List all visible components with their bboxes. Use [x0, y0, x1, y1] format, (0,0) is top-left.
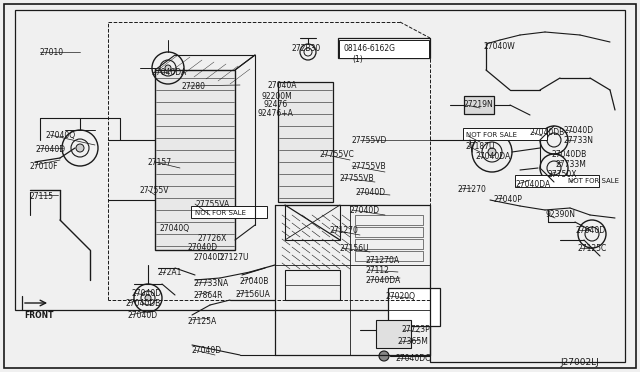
- Text: 27040DB: 27040DB: [530, 128, 565, 137]
- Text: 27040DC: 27040DC: [395, 354, 430, 363]
- Text: 27020Q: 27020Q: [386, 292, 416, 301]
- Text: 27040D: 27040D: [356, 188, 386, 197]
- Circle shape: [165, 65, 171, 71]
- Text: 27040DB: 27040DB: [552, 150, 588, 159]
- Text: 27733NA: 27733NA: [194, 279, 229, 288]
- Text: 27040B: 27040B: [240, 277, 269, 286]
- Text: 27040D: 27040D: [128, 311, 158, 320]
- Text: 27723P: 27723P: [402, 325, 431, 334]
- Bar: [515, 175, 599, 187]
- Text: 27125A: 27125A: [188, 317, 217, 326]
- Text: 27755VA: 27755VA: [195, 200, 229, 209]
- Text: NOT FOR SALE: NOT FOR SALE: [466, 132, 517, 138]
- Text: 272A1: 272A1: [158, 268, 182, 277]
- Text: 27726X: 27726X: [198, 234, 227, 243]
- Circle shape: [379, 351, 389, 361]
- Text: 27040A: 27040A: [268, 81, 298, 90]
- Bar: [285, 205, 340, 240]
- Text: 272B30: 272B30: [292, 44, 321, 53]
- Bar: [155, 70, 235, 250]
- Text: 27733M: 27733M: [555, 160, 586, 169]
- Text: 92476: 92476: [264, 100, 288, 109]
- Text: 27157: 27157: [148, 158, 172, 167]
- Text: 27040W: 27040W: [484, 42, 516, 51]
- Text: 27040D: 27040D: [188, 243, 218, 252]
- Text: 27040Q: 27040Q: [45, 131, 75, 140]
- Text: 92476+A: 92476+A: [258, 109, 294, 118]
- Text: 27365M: 27365M: [398, 337, 429, 346]
- Text: NOT FOR SALE: NOT FOR SALE: [568, 178, 619, 184]
- Bar: [388, 288, 440, 326]
- Bar: [285, 270, 340, 300]
- Text: 27040DA: 27040DA: [152, 68, 188, 77]
- Text: 08146-6162G: 08146-6162G: [344, 44, 396, 53]
- Text: 27040DB: 27040DB: [126, 299, 161, 308]
- Text: 27755VB: 27755VB: [352, 162, 387, 171]
- Text: 27755VC: 27755VC: [320, 150, 355, 159]
- Text: 27219N: 27219N: [464, 100, 493, 109]
- Text: 27040D: 27040D: [350, 206, 380, 215]
- Text: FRONT: FRONT: [24, 311, 54, 320]
- Text: (1): (1): [352, 55, 363, 64]
- Text: 27040DA: 27040DA: [516, 180, 551, 189]
- Text: 27040D: 27040D: [132, 289, 162, 298]
- Bar: [464, 96, 494, 114]
- Text: 27733N: 27733N: [564, 136, 594, 145]
- Bar: [463, 128, 547, 140]
- Text: 27187U: 27187U: [466, 142, 495, 151]
- Text: 92200M: 92200M: [262, 92, 292, 101]
- Text: NOT FOR SALE: NOT FOR SALE: [195, 210, 246, 216]
- Bar: [339, 40, 429, 58]
- Bar: [191, 206, 267, 218]
- Text: 92390N: 92390N: [545, 210, 575, 219]
- Circle shape: [488, 148, 496, 156]
- Text: 27040D: 27040D: [576, 226, 606, 235]
- Text: J27002LJ: J27002LJ: [560, 358, 599, 367]
- Text: 271270: 271270: [458, 185, 487, 194]
- Text: 27040DA: 27040DA: [366, 276, 401, 285]
- Bar: [376, 320, 411, 348]
- Text: 27280: 27280: [182, 82, 206, 91]
- Text: 27115: 27115: [30, 192, 54, 201]
- Circle shape: [145, 295, 151, 301]
- Bar: [355, 251, 423, 261]
- Text: 27125C: 27125C: [578, 244, 607, 253]
- Text: 27040P: 27040P: [494, 195, 523, 204]
- Text: 27010: 27010: [40, 48, 64, 57]
- Text: 27755VB: 27755VB: [340, 174, 374, 183]
- Text: 27040D: 27040D: [192, 346, 222, 355]
- Text: 27040D: 27040D: [564, 126, 594, 135]
- Text: 27040D: 27040D: [194, 253, 224, 262]
- Text: 27750X: 27750X: [548, 170, 577, 179]
- Text: 27156U: 27156U: [340, 244, 370, 253]
- Text: 27755VD: 27755VD: [352, 136, 387, 145]
- Text: 27755V: 27755V: [140, 186, 170, 195]
- Circle shape: [76, 144, 84, 152]
- Text: 27112: 27112: [366, 266, 390, 275]
- Bar: [278, 82, 333, 202]
- Text: 27127U: 27127U: [220, 253, 250, 262]
- Text: 27156UA: 27156UA: [235, 290, 270, 299]
- Text: 271270: 271270: [330, 226, 359, 235]
- Bar: [355, 239, 423, 249]
- Text: 27010F: 27010F: [30, 162, 58, 171]
- Text: 27864R: 27864R: [194, 291, 223, 300]
- Bar: [355, 227, 423, 237]
- Bar: [338, 38, 430, 58]
- Text: 27040DA: 27040DA: [476, 152, 511, 161]
- Text: 27040Q: 27040Q: [160, 224, 190, 233]
- Text: 271270A: 271270A: [365, 256, 399, 265]
- Bar: [355, 215, 423, 225]
- Text: 27040D: 27040D: [35, 145, 65, 154]
